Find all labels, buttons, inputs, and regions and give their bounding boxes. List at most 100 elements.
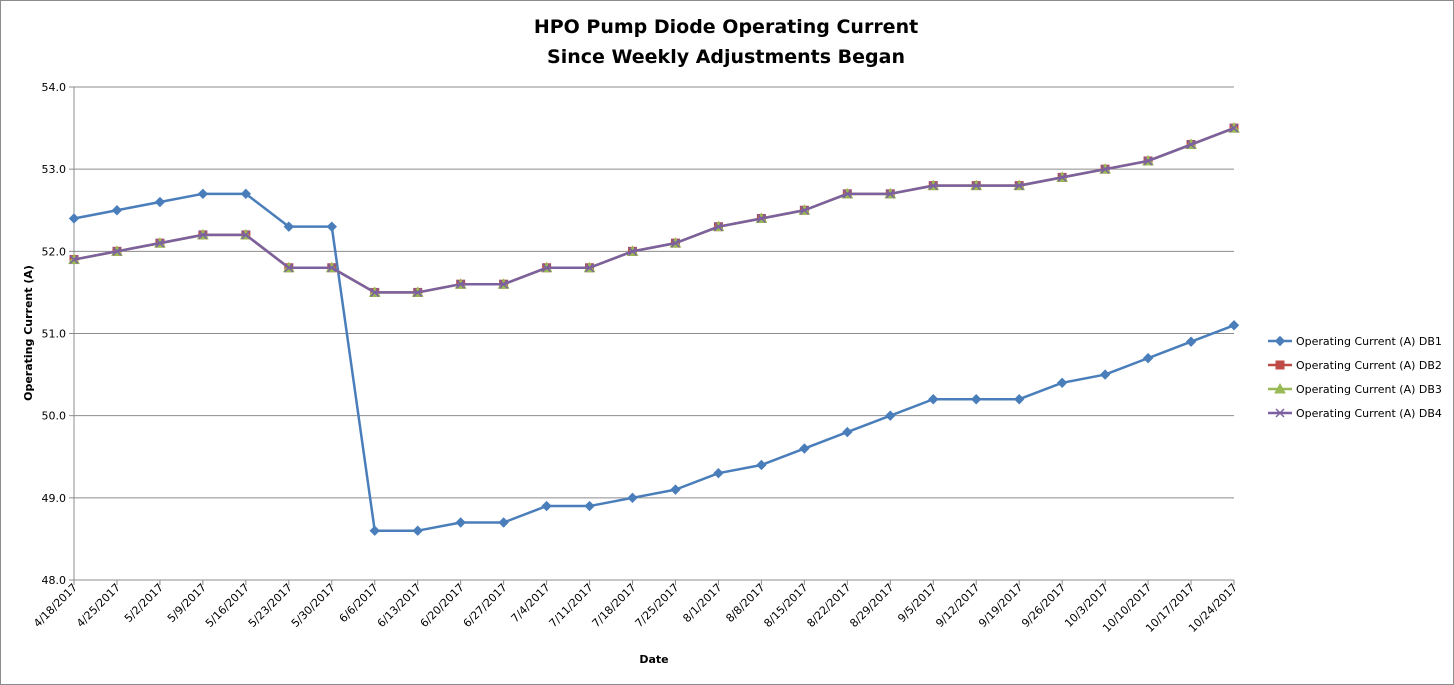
- data-point: [713, 222, 723, 232]
- data-point: [799, 443, 810, 454]
- legend-swatch-marker: [1275, 408, 1285, 418]
- marker-stroke: [756, 213, 766, 223]
- series-1: [68, 188, 1240, 536]
- x-tick-label: 9/19/2017: [976, 581, 1025, 630]
- marker-stroke: [1100, 164, 1110, 174]
- axes: [69, 86, 1235, 585]
- marker-stroke: [112, 246, 122, 256]
- data-point: [284, 263, 294, 273]
- data-point: [455, 517, 466, 528]
- y-tick-labels: 48.0 49.0 50.0 51.0 52.0 53.0 54.0: [42, 81, 67, 587]
- data-point: [69, 255, 79, 265]
- y-tick-label: 50.0: [42, 410, 67, 423]
- data-point: [68, 213, 80, 224]
- x-tick-label: 7/18/2017: [590, 581, 639, 630]
- marker-stroke: [670, 238, 681, 248]
- series-line: [73, 192, 1235, 532]
- data-point: [627, 492, 638, 504]
- data-point: [756, 213, 766, 223]
- gridlines: [74, 86, 1234, 499]
- data-point: [799, 205, 809, 215]
- data-point: [1228, 320, 1240, 331]
- data-point: [412, 525, 423, 536]
- data-point: [1056, 377, 1068, 389]
- marker-stroke: [885, 189, 895, 199]
- marker-stroke: [413, 287, 423, 297]
- x-tick-label: 8/22/2017: [804, 581, 853, 630]
- data-point: [1229, 123, 1239, 133]
- marker-stroke: [971, 181, 981, 191]
- legend-swatch-marker: [1275, 360, 1285, 370]
- data-point: [1186, 139, 1196, 150]
- marker-stroke: [1057, 172, 1067, 182]
- x-tick-label: 5/9/2017: [165, 581, 209, 625]
- chart-title-line-1: HPO Pump Diode Operating Current: [534, 16, 918, 38]
- data-point: [456, 279, 466, 289]
- data-point: [670, 484, 681, 495]
- marker-stroke: [585, 263, 595, 273]
- y-tick-label: 52.0: [42, 245, 67, 258]
- data-point: [111, 205, 123, 216]
- data-point: [197, 188, 209, 200]
- data-point: [112, 246, 122, 256]
- data-point: [584, 500, 595, 512]
- x-tick-labels: 4/18/20174/25/20175/2/20175/9/20175/16/2…: [31, 581, 1240, 635]
- data-point: [842, 426, 853, 438]
- series-4: [69, 123, 1239, 297]
- data-point: [413, 287, 423, 297]
- marker-stroke: [241, 230, 251, 240]
- data-point: [1185, 336, 1197, 347]
- x-tick-label: 6/20/2017: [418, 581, 467, 630]
- x-tick-label: 4/18/2017: [31, 581, 80, 630]
- series-3: [68, 122, 1240, 297]
- marker-stroke: [627, 246, 638, 256]
- data-point: [1013, 394, 1025, 405]
- x-tick-label: 8/15/2017: [761, 581, 810, 630]
- data-point: [241, 230, 251, 240]
- x-tick-label: 7/25/2017: [633, 581, 682, 630]
- y-tick-label: 48.0: [42, 574, 67, 587]
- marker-stroke: [928, 181, 938, 191]
- series-group: [68, 122, 1240, 536]
- series-line: [73, 126, 1235, 294]
- legend-label: Operating Current (A) DB3: [1296, 383, 1442, 396]
- data-point: [498, 517, 509, 528]
- marker-stroke: [284, 263, 294, 273]
- legend-label: Operating Current (A) DB2: [1296, 359, 1442, 372]
- y-tick-label: 51.0: [42, 328, 67, 341]
- x-tick-label: 9/26/2017: [1019, 581, 1068, 630]
- data-point: [971, 181, 981, 191]
- x-tick-label: 6/27/2017: [461, 581, 510, 630]
- marker-stroke: [155, 238, 165, 248]
- x-tick-label: 8/1/2017: [680, 581, 724, 625]
- marker-stroke: [1229, 123, 1239, 133]
- marker-stroke: [842, 189, 852, 199]
- marker-stroke: [69, 255, 79, 265]
- x-tick-label: 4/25/2017: [74, 581, 123, 630]
- data-point: [627, 246, 638, 256]
- series-line: [73, 126, 1235, 294]
- legend-label: Operating Current (A) DB1: [1296, 335, 1442, 348]
- marker-stroke: [1014, 181, 1024, 191]
- x-tick-label: 9/5/2017: [895, 581, 939, 625]
- legend-swatch-marker: [1274, 382, 1286, 394]
- legend-swatch-marker: [1274, 335, 1286, 347]
- data-point: [842, 189, 852, 199]
- x-tick-label: 9/12/2017: [933, 581, 982, 630]
- data-point: [155, 238, 165, 248]
- marker-stroke: [327, 263, 337, 273]
- marker-stroke: [1275, 408, 1285, 418]
- marker-stroke: [499, 279, 509, 289]
- data-point: [885, 189, 895, 199]
- data-point: [541, 500, 552, 512]
- x-axis-label: Date: [639, 653, 668, 666]
- data-point: [499, 279, 509, 289]
- marker-stroke: [198, 230, 208, 240]
- legend-item-2: Operating Current (A) DB2: [1268, 359, 1442, 372]
- data-point: [670, 238, 681, 248]
- data-point: [283, 221, 295, 232]
- marker-stroke: [456, 279, 466, 289]
- data-point: [369, 525, 380, 536]
- marker-stroke: [799, 205, 809, 215]
